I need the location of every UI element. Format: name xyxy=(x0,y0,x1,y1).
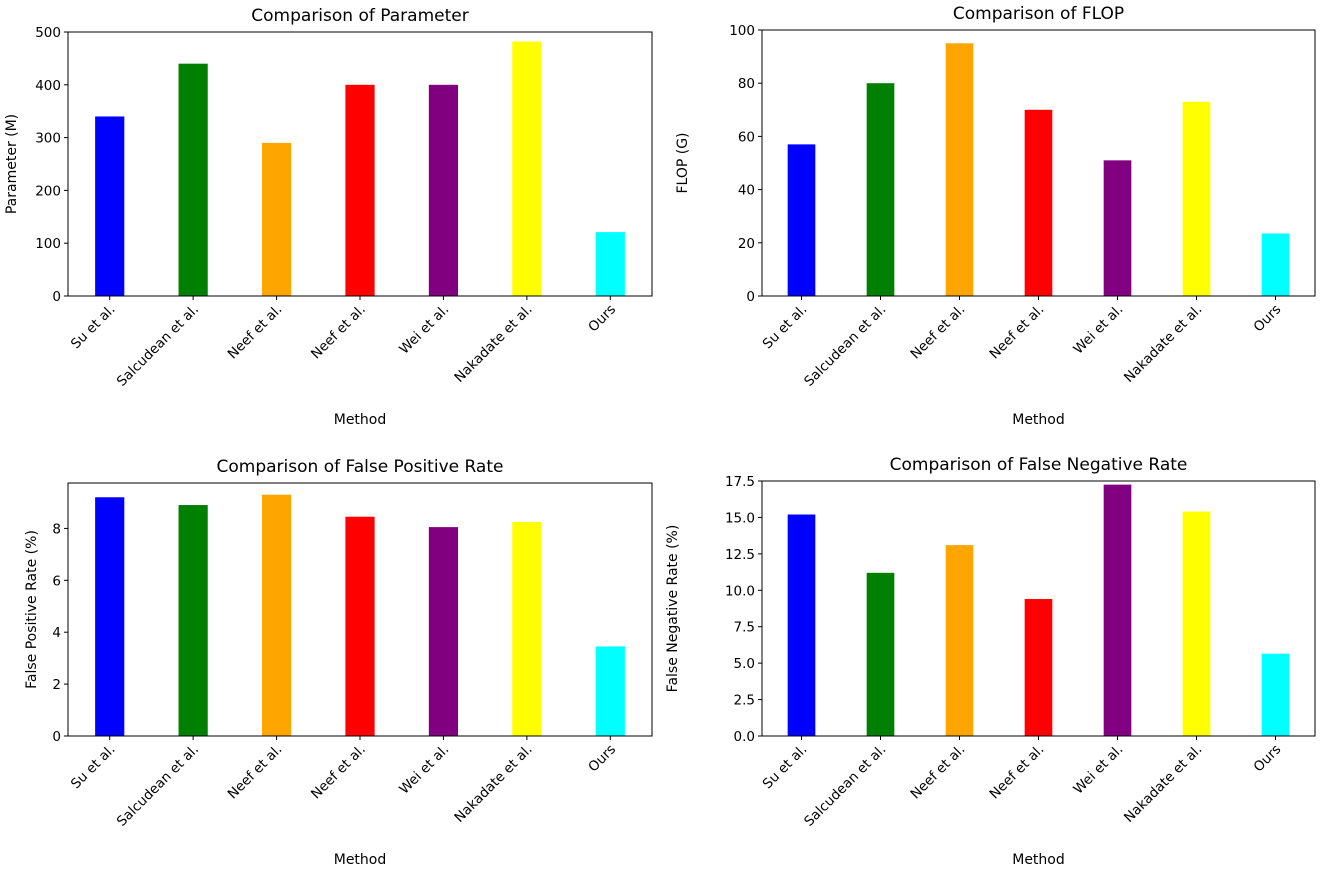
x-tick-label: Nakadate et al. xyxy=(451,302,535,386)
x-tick-label: Ours xyxy=(585,302,619,336)
bar-6 xyxy=(1182,101,1211,296)
y-axis-label: Parameter (M) xyxy=(4,114,20,214)
y-tick-label: 8 xyxy=(52,521,61,537)
chart-title: Comparison of FLOP xyxy=(953,4,1124,24)
parameter-chart: Comparison of Parameter 0 100 200 300 400 500 S… xyxy=(4,6,653,428)
x-tick-label: Su et al. xyxy=(68,742,119,793)
x-tick-label: Neef et al. xyxy=(225,302,286,363)
y-tick-label: 500 xyxy=(35,25,61,41)
y-axis-label: FLOP (G) xyxy=(675,132,691,193)
x-tick-label: Ours xyxy=(585,742,619,776)
x-axis-label: Method xyxy=(334,852,387,868)
x-axis-label: Method xyxy=(334,412,387,428)
x-tick-label: Wei et al. xyxy=(396,742,452,798)
bar-3 xyxy=(261,494,292,736)
x-tick-label: Neef et al. xyxy=(308,742,369,803)
bar-5 xyxy=(1103,160,1132,296)
bar-7 xyxy=(1261,233,1290,296)
false-negative-rate-chart: Comparison of False Negative Rate 0.0 2.5 5… xyxy=(665,455,1316,868)
x-tick-label: Neef et al. xyxy=(987,302,1048,363)
y-tick-label: 80 xyxy=(738,76,755,92)
x-tick-label: Neef et al. xyxy=(908,302,969,363)
x-tick-label: Neef et al. xyxy=(225,742,286,803)
y-tick-label: 300 xyxy=(35,131,61,147)
bar-2 xyxy=(178,63,208,297)
y-tick-label: 5.0 xyxy=(734,656,755,672)
flop-chart: Comparison of FLOP 0 20 40 60 80 100 Su et al.S… xyxy=(675,4,1316,428)
y-tick-label: 2.5 xyxy=(734,693,755,709)
bar-3 xyxy=(261,142,292,296)
bar-1 xyxy=(787,514,816,736)
x-axis-label: Method xyxy=(1012,412,1065,428)
chart-title: Comparison of False Positive Rate xyxy=(217,457,504,477)
y-tick-label: 0 xyxy=(52,289,61,305)
chart-title: Comparison of False Negative Rate xyxy=(890,455,1188,475)
bar-2 xyxy=(866,83,895,296)
y-tick-label: 15.0 xyxy=(725,510,755,526)
y-tick-label: 0.0 xyxy=(734,729,755,745)
x-tick-label: Su et al. xyxy=(68,302,119,353)
y-axis-label: False Negative Rate (%) xyxy=(665,525,681,693)
y-tick-label: 200 xyxy=(35,183,61,199)
chart-title: Comparison of Parameter xyxy=(251,6,468,26)
x-tick-label: Salcudean et al. xyxy=(801,742,889,830)
x-tick-label: Nakadate et al. xyxy=(1121,302,1205,386)
x-tick-label: Salcudean et al. xyxy=(801,302,889,390)
x-tick-label: Nakadate et al. xyxy=(451,742,535,826)
bar-4 xyxy=(345,516,375,736)
x-tick-label: Wei et al. xyxy=(396,302,452,358)
x-tick-label: Su et al. xyxy=(760,302,811,353)
bar-4 xyxy=(1024,109,1053,296)
x-tick-label: Su et al. xyxy=(760,742,811,793)
y-axis-label: False Positive Rate (%) xyxy=(24,530,40,689)
bar-3 xyxy=(945,545,974,736)
y-tick-label: 0 xyxy=(52,729,61,745)
y-tick-label: 100 xyxy=(729,23,755,39)
y-tick-label: 40 xyxy=(738,183,755,199)
y-tick-label: 6 xyxy=(52,573,61,589)
x-tick-label: Neef et al. xyxy=(308,302,369,363)
y-tick-label: 7.5 xyxy=(734,620,755,636)
bar-4 xyxy=(345,84,375,296)
x-tick-label: Nakadate et al. xyxy=(1121,742,1205,826)
bar-2 xyxy=(866,572,895,736)
y-tick-label: 10.0 xyxy=(725,583,755,599)
x-tick-label: Wei et al. xyxy=(1070,302,1126,358)
false-positive-rate-chart: Comparison of False Positive Rate 0 2 4 6 8 Su… xyxy=(24,457,653,868)
y-tick-label: 4 xyxy=(52,625,61,641)
y-tick-label: 12.5 xyxy=(725,547,755,563)
bar-2 xyxy=(178,505,208,736)
bar-7 xyxy=(595,646,625,736)
bar-5 xyxy=(1103,484,1132,736)
y-tick-label: 60 xyxy=(738,129,755,145)
bar-3 xyxy=(945,43,974,296)
bar-5 xyxy=(428,84,459,296)
x-tick-label: Salcudean et al. xyxy=(114,742,202,830)
bar-6 xyxy=(512,41,542,297)
y-tick-label: 0 xyxy=(746,289,755,305)
bar-4 xyxy=(1024,599,1053,736)
bar-7 xyxy=(1261,653,1290,736)
y-tick-label: 400 xyxy=(35,78,61,94)
x-tick-label: Neef et al. xyxy=(987,742,1048,803)
bar-1 xyxy=(787,144,816,296)
bar-1 xyxy=(95,497,125,736)
x-tick-label: Ours xyxy=(1251,302,1285,336)
bar-6 xyxy=(1182,511,1211,736)
x-tick-label: Salcudean et al. xyxy=(114,302,202,390)
y-tick-label: 17.5 xyxy=(725,474,755,490)
bar-6 xyxy=(512,521,542,736)
x-tick-label: Ours xyxy=(1251,742,1285,776)
bar-1 xyxy=(95,116,125,296)
y-tick-label: 20 xyxy=(738,236,755,252)
y-tick-label: 2 xyxy=(52,677,61,693)
x-tick-label: Neef et al. xyxy=(908,742,969,803)
x-tick-label: Wei et al. xyxy=(1070,742,1126,798)
bar-7 xyxy=(595,232,625,296)
bar-5 xyxy=(428,527,459,736)
y-tick-label: 100 xyxy=(35,236,61,252)
x-axis-label: Method xyxy=(1012,852,1065,868)
